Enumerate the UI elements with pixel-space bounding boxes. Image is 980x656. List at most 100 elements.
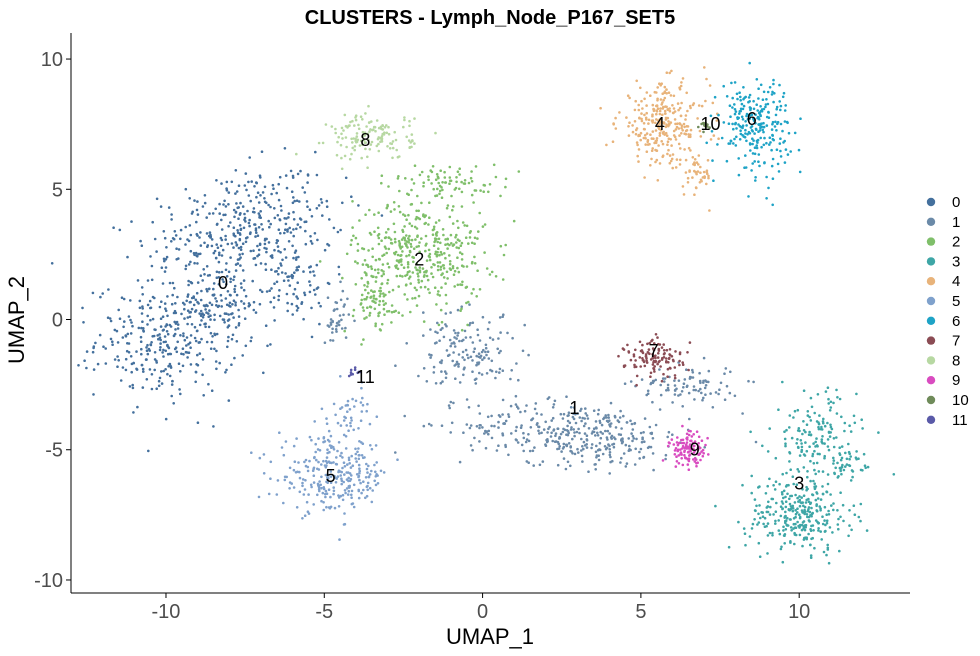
cluster-0-point [280, 209, 283, 212]
cluster-6-point [751, 162, 754, 165]
cluster-0-point [242, 226, 246, 230]
cluster-0-point [332, 226, 336, 230]
cluster-6-point [770, 93, 774, 96]
cluster-8-point [402, 125, 405, 129]
cluster-3-point [840, 445, 844, 448]
cluster-7-point [639, 365, 642, 368]
cluster-1-point [594, 434, 597, 437]
cluster-2-point [473, 255, 476, 259]
cluster-5-point [328, 440, 331, 443]
cluster-0-point [115, 329, 119, 333]
cluster-6-point [748, 106, 752, 109]
cluster-1-point [724, 367, 728, 370]
cluster-3-point [802, 420, 805, 423]
cluster-6-point [753, 132, 756, 135]
cluster-4-point [668, 154, 672, 157]
cluster-3-point [821, 435, 824, 438]
cluster-0-point [220, 299, 223, 302]
cluster-8-point [375, 119, 379, 122]
cluster-0-point [164, 340, 167, 344]
cluster-1-point [495, 449, 499, 452]
cluster-5-point [368, 486, 372, 490]
cluster-3-point [800, 523, 804, 527]
cluster-6-point [755, 144, 758, 147]
cluster-5-point [370, 500, 374, 504]
cluster-0-point [310, 215, 314, 218]
cluster-4-point [649, 164, 652, 167]
cluster-5-point [366, 481, 370, 485]
cluster-4-point [688, 104, 692, 108]
cluster-3-point [816, 497, 820, 500]
cluster-4-point [676, 122, 679, 125]
cluster-1-point [568, 421, 572, 425]
cluster-0-point [258, 302, 262, 306]
cluster-2-point [438, 192, 441, 196]
cluster-2-point [379, 286, 382, 290]
cluster-0-point [148, 299, 152, 303]
cluster-4-point [651, 147, 654, 150]
cluster-0-point [117, 359, 120, 362]
cluster-0-point [276, 239, 280, 243]
cluster-0-point [244, 236, 248, 240]
cluster-0-point [207, 382, 210, 386]
cluster-2-point [392, 222, 396, 226]
cluster-2-point [411, 271, 415, 274]
cluster-1-point [604, 429, 607, 433]
cluster-5-point [343, 489, 347, 492]
cluster-6-point [759, 136, 762, 140]
cluster-0-point [315, 207, 319, 210]
cluster-2-point [369, 233, 373, 236]
cluster-0-point [225, 368, 228, 372]
cluster-0-point [236, 262, 240, 265]
cluster-2-point [422, 184, 425, 188]
cluster-2-point [384, 236, 388, 239]
cluster-0-point [104, 362, 108, 365]
cluster-6-point [741, 133, 744, 137]
cluster-1-point [432, 365, 436, 369]
cluster-1-point [501, 398, 505, 402]
cluster-1-point [477, 352, 481, 356]
cluster-5-point [326, 476, 329, 479]
cluster-5-point [327, 488, 331, 492]
cluster-0-point [297, 265, 301, 269]
cluster-0-point [380, 214, 384, 217]
cluster-9-point [686, 463, 690, 466]
cluster-8-point [355, 140, 358, 144]
cluster-4-point [654, 160, 657, 164]
cluster-2-point [494, 175, 498, 179]
cluster-0-point [185, 336, 189, 339]
cluster-2-point [410, 224, 414, 228]
cluster-6-point [745, 114, 748, 118]
cluster-8-point [358, 144, 362, 147]
cluster-0-point [250, 180, 253, 183]
cluster-4-point [651, 114, 654, 118]
cluster-2-point [461, 221, 465, 224]
cluster-3-point [838, 549, 841, 553]
cluster-1-point [515, 425, 518, 429]
cluster-6-point [755, 78, 759, 81]
cluster-0-point [269, 222, 273, 226]
cluster-0-point [270, 287, 273, 290]
cluster-6-point [743, 135, 747, 139]
cluster-1-point [582, 440, 586, 444]
cluster-0-point [170, 394, 173, 398]
cluster-2-point [400, 263, 403, 267]
cluster-1-point [466, 353, 469, 357]
cluster-0-point [149, 318, 152, 322]
cluster-7-point [645, 356, 648, 360]
cluster-2-point [381, 263, 385, 266]
cluster-0-point [271, 183, 275, 187]
cluster-8-point [353, 148, 357, 152]
cluster-5-point [298, 490, 302, 494]
cluster-4-point [658, 118, 662, 121]
cluster-1-points [323, 280, 758, 475]
cluster-1-point [343, 303, 346, 306]
cluster-0-point [278, 289, 281, 292]
cluster-1-point [480, 373, 484, 376]
cluster-0-point [210, 244, 214, 248]
cluster-0-point [213, 332, 216, 336]
cluster-4-point [664, 112, 667, 115]
cluster-0-point [297, 255, 300, 259]
cluster-5-point [306, 510, 310, 513]
cluster-3-point [774, 456, 778, 460]
